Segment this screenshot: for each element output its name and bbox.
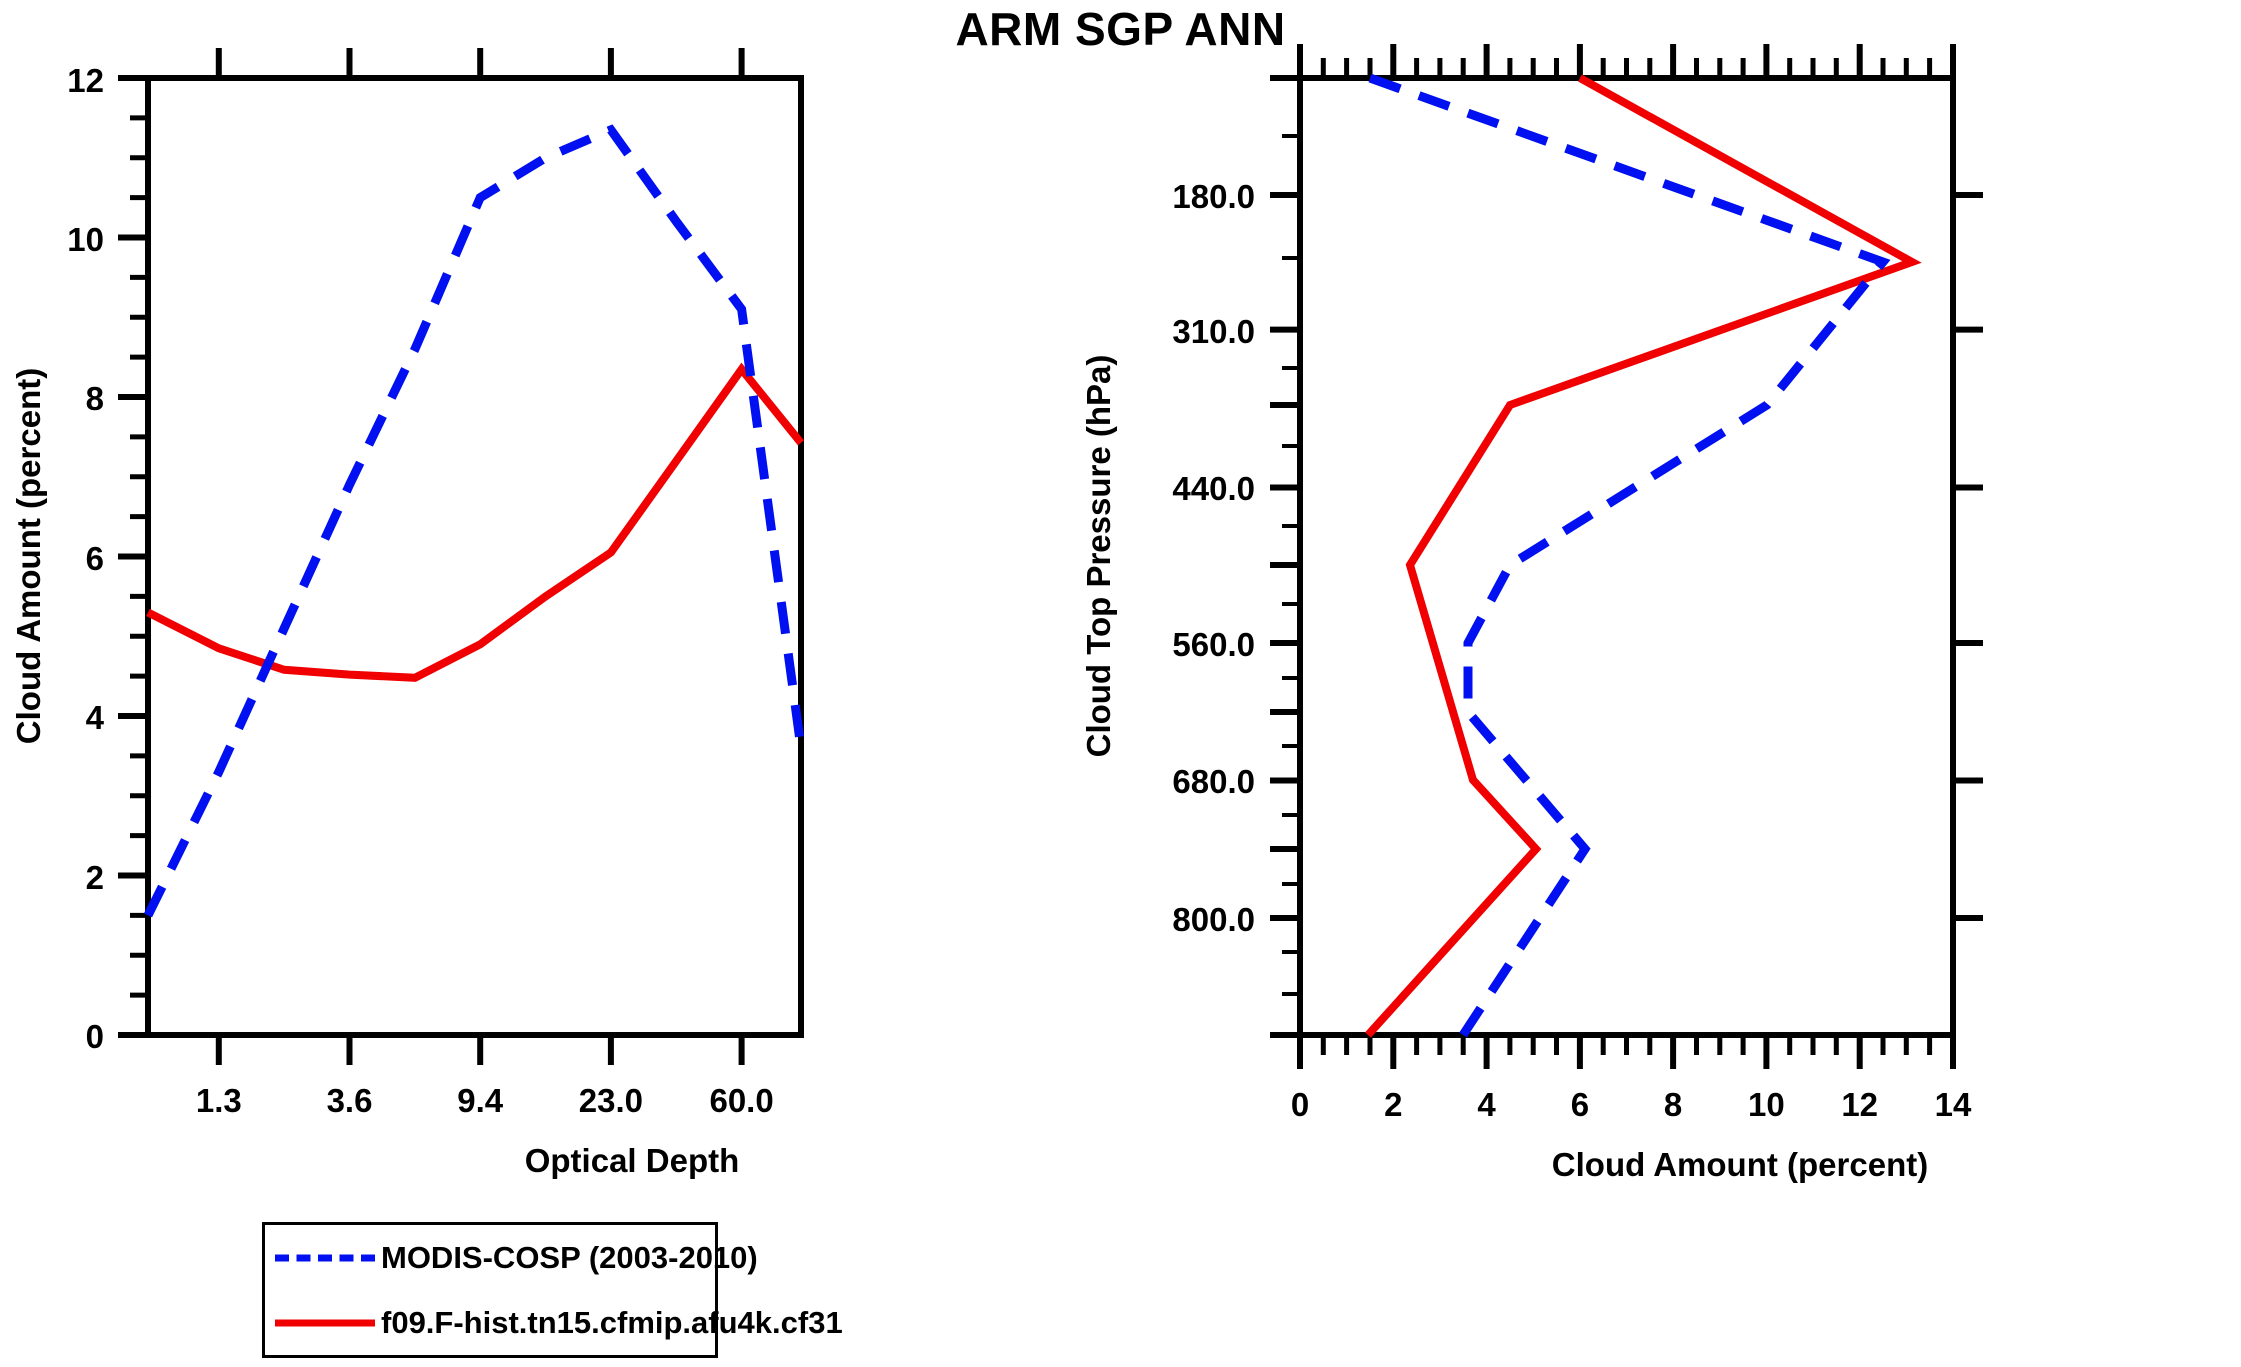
- left-y-axis-label: Cloud Amount (percent): [10, 368, 47, 744]
- left-x-ticks: [215, 48, 745, 1065]
- legend-item-model[interactable]: f09.F-hist.tn15.cfmip.afu4k.cf31: [265, 1290, 843, 1355]
- right-x-major-ticks: [1297, 44, 1956, 1069]
- legend-solid-line-icon: [275, 1319, 375, 1326]
- svg-text:12: 12: [67, 62, 104, 99]
- left-y-minor-ticks: [130, 115, 148, 998]
- svg-text:6: 6: [1571, 1086, 1589, 1123]
- left-y-major-ticks: [118, 75, 148, 1038]
- left-panel: 12 10 8 6 4 2 0 1.3 3.6 9.4 23.0 60.0 Op…: [10, 48, 806, 1179]
- legend-item-obs[interactable]: MODIS-COSP (2003-2010): [265, 1225, 758, 1290]
- right-x-tick-labels: 0 2 4 6 8 10 12 14: [1291, 1086, 1972, 1123]
- left-x-tick-labels: 1.3 3.6 9.4 23.0 60.0: [196, 1082, 774, 1119]
- figure-title: ARM SGP ANN: [955, 3, 1286, 55]
- svg-text:12: 12: [1841, 1086, 1878, 1123]
- svg-text:680.0: 680.0: [1172, 763, 1255, 800]
- svg-text:4: 4: [1477, 1086, 1496, 1123]
- right-y-tick-labels: 180.0 310.0 440.0 560.0 680.0 800.0: [1172, 178, 1255, 938]
- right-y-minor-ticks: [1282, 134, 1300, 996]
- svg-text:8: 8: [86, 380, 104, 417]
- svg-text:440.0: 440.0: [1172, 470, 1255, 507]
- svg-text:800.0: 800.0: [1172, 901, 1255, 938]
- svg-text:60.0: 60.0: [709, 1082, 773, 1119]
- right-x-minor-ticks: [1320, 58, 1933, 1055]
- svg-text:10: 10: [67, 221, 104, 258]
- svg-text:23.0: 23.0: [579, 1082, 643, 1119]
- svg-text:9.4: 9.4: [457, 1082, 504, 1119]
- left-series-obs: [143, 124, 806, 918]
- right-x-axis-label: Cloud Amount (percent): [1552, 1146, 1928, 1183]
- svg-text:0: 0: [1291, 1086, 1309, 1123]
- left-y-tick-labels: 12 10 8 6 4 2 0: [67, 62, 104, 1055]
- right-panel: 180.0 310.0 440.0 560.0 680.0 800.0 0 2 …: [1080, 44, 1983, 1183]
- right-series-model: [1365, 74, 1922, 1038]
- left-x-axis-label: Optical Depth: [525, 1142, 740, 1179]
- right-y-axis-label: Cloud Top Pressure (hPa): [1080, 355, 1117, 758]
- svg-text:2: 2: [86, 859, 104, 896]
- svg-text:2: 2: [1384, 1086, 1402, 1123]
- right-series-obs: [1368, 73, 1891, 1038]
- legend-box: MODIS-COSP (2003-2010) f09.F-hist.tn15.c…: [262, 1222, 843, 1358]
- svg-text:1.3: 1.3: [196, 1082, 242, 1119]
- legend-label-obs: MODIS-COSP (2003-2010): [381, 1239, 758, 1275]
- right-y-ticks-right-side: [1953, 192, 1983, 921]
- svg-text:3.6: 3.6: [327, 1082, 373, 1119]
- left-plot-frame: [145, 75, 804, 1038]
- svg-text:310.0: 310.0: [1172, 313, 1255, 350]
- left-series-model: [146, 362, 805, 682]
- svg-text:10: 10: [1748, 1086, 1785, 1123]
- svg-text:4: 4: [86, 699, 105, 736]
- svg-text:180.0: 180.0: [1172, 178, 1255, 215]
- svg-text:6: 6: [86, 540, 104, 577]
- svg-text:560.0: 560.0: [1172, 626, 1255, 663]
- right-y-major-ticks: [1270, 75, 1300, 1038]
- legend-label-model: f09.F-hist.tn15.cfmip.afu4k.cf31: [381, 1304, 843, 1340]
- right-plot-frame: [1297, 75, 1956, 1038]
- svg-text:0: 0: [86, 1018, 104, 1055]
- legend-dashed-line-icon: [275, 1254, 375, 1261]
- svg-text:14: 14: [1935, 1086, 1972, 1123]
- svg-text:8: 8: [1664, 1086, 1682, 1123]
